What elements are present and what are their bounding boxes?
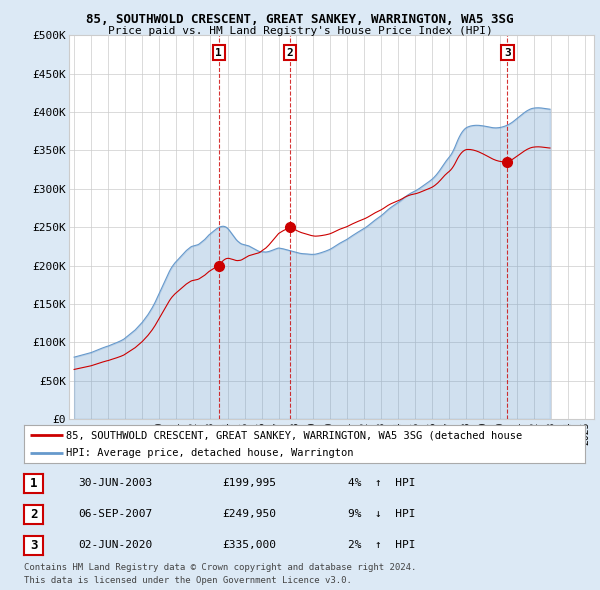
Text: 2: 2 [30, 508, 37, 521]
Text: £249,950: £249,950 [222, 509, 276, 519]
Text: 30-JUN-2003: 30-JUN-2003 [78, 478, 152, 488]
Text: 2: 2 [287, 48, 293, 58]
Text: Price paid vs. HM Land Registry's House Price Index (HPI): Price paid vs. HM Land Registry's House … [107, 26, 493, 36]
Text: 85, SOUTHWOLD CRESCENT, GREAT SANKEY, WARRINGTON, WA5 3SG (detached house: 85, SOUTHWOLD CRESCENT, GREAT SANKEY, WA… [66, 430, 523, 440]
Text: £335,000: £335,000 [222, 540, 276, 549]
Text: 1: 1 [215, 48, 222, 58]
Text: 85, SOUTHWOLD CRESCENT, GREAT SANKEY, WARRINGTON, WA5 3SG: 85, SOUTHWOLD CRESCENT, GREAT SANKEY, WA… [86, 13, 514, 26]
Text: HPI: Average price, detached house, Warrington: HPI: Average price, detached house, Warr… [66, 448, 353, 458]
Text: 3: 3 [504, 48, 511, 58]
Text: 9%  ↓  HPI: 9% ↓ HPI [348, 509, 415, 519]
Text: Contains HM Land Registry data © Crown copyright and database right 2024.: Contains HM Land Registry data © Crown c… [24, 563, 416, 572]
Text: 3: 3 [30, 539, 37, 552]
Text: 06-SEP-2007: 06-SEP-2007 [78, 509, 152, 519]
Text: 4%  ↑  HPI: 4% ↑ HPI [348, 478, 415, 488]
Text: This data is licensed under the Open Government Licence v3.0.: This data is licensed under the Open Gov… [24, 576, 352, 585]
Text: 2%  ↑  HPI: 2% ↑ HPI [348, 540, 415, 549]
Text: 1: 1 [30, 477, 37, 490]
Text: 02-JUN-2020: 02-JUN-2020 [78, 540, 152, 549]
Text: £199,995: £199,995 [222, 478, 276, 488]
